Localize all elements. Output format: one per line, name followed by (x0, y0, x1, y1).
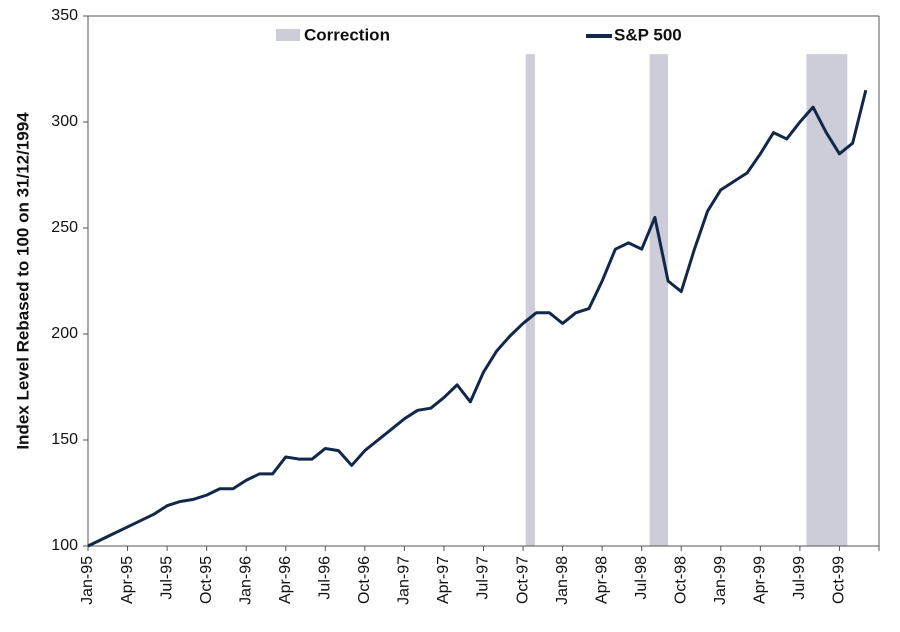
legend-label: S&P 500 (614, 25, 682, 44)
line-series (87, 89, 868, 548)
y-tick-label: 300 (51, 113, 78, 130)
y-tick-label: 350 (51, 7, 78, 24)
x-tick-label: Oct-98 (672, 556, 689, 604)
legend-swatch (276, 29, 300, 41)
x-tick-label: Apr-95 (119, 556, 136, 604)
x-tick-label: Oct-97 (514, 556, 531, 604)
x-tick-label: Apr-97 (435, 556, 452, 604)
legend-label: Correction (304, 25, 390, 44)
correction-band (525, 54, 535, 546)
x-tick-label: Jul-97 (475, 556, 492, 600)
y-tick-label: 150 (51, 431, 78, 448)
correction-band (806, 54, 848, 546)
x-tick-label: Jan-98 (554, 556, 571, 605)
x-tick-label: Jan-95 (79, 556, 96, 605)
x-tick-label: Oct-99 (831, 556, 848, 604)
x-tick-label: Jul-98 (633, 556, 650, 600)
x-tick-label: Apr-98 (593, 556, 610, 604)
correction-band (649, 54, 669, 546)
y-axis-title: Index Level Rebased to 100 on 31/12/1994 (13, 112, 32, 450)
x-tick-label: Oct-96 (356, 556, 373, 604)
x-tick-label: Apr-96 (277, 556, 294, 604)
x-tick-label: Jul-99 (791, 556, 808, 600)
y-tick-label: 250 (51, 219, 78, 236)
y-tick-label: 100 (51, 537, 78, 554)
y-tick-label: 200 (51, 325, 78, 342)
x-tick-label: Jul-95 (158, 556, 175, 600)
x-tick-label: Jan-99 (712, 556, 729, 605)
x-tick-label: Jul-96 (317, 556, 334, 600)
x-tick-label: Apr-99 (752, 556, 769, 604)
x-tick-label: Jan-96 (237, 556, 254, 605)
x-tick-label: Oct-95 (198, 556, 215, 604)
x-tick-label: Jan-97 (396, 556, 413, 605)
